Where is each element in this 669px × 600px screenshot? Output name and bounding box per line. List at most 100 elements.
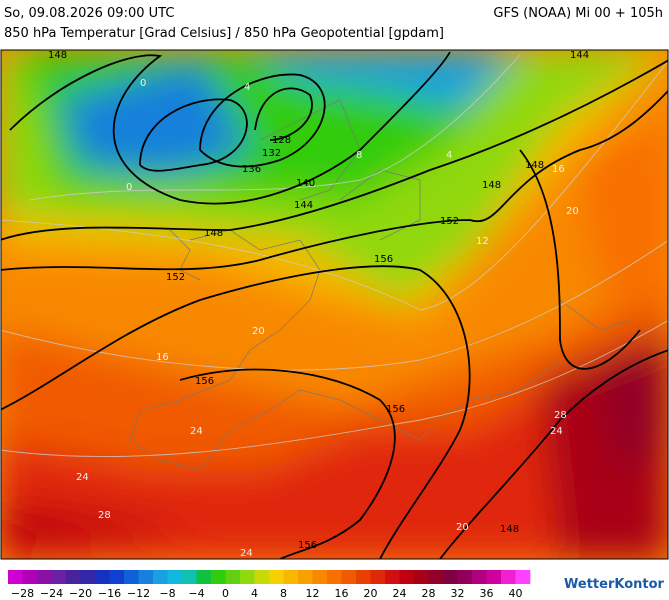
colorbar-swatch <box>66 570 81 584</box>
geopotential-label: 140 <box>296 178 315 189</box>
colorbar-swatch <box>153 570 168 584</box>
colorbar-swatch <box>124 570 139 584</box>
colorbar-label: 0 <box>222 587 229 600</box>
colorbar-swatch <box>370 570 386 584</box>
colorbar-label: −4 <box>188 587 204 600</box>
temperature-label: 0 <box>126 182 132 193</box>
colorbar: −28 −24 −20 −16 −12 −8 −4 0 4 8 12 16 20 24 28 32 36 40 <box>8 570 531 600</box>
colorbar-swatch <box>51 570 67 584</box>
colorbar-label: 28 <box>422 587 436 600</box>
temperature-label: 20 <box>456 522 469 533</box>
colorbar-swatch <box>37 570 52 584</box>
colorbar-swatch <box>486 570 502 584</box>
geopotential-label: 152 <box>166 272 185 283</box>
colorbar-label: 40 <box>509 587 523 600</box>
colorbar-swatch <box>501 570 516 584</box>
colorbar-label: 36 <box>480 587 494 600</box>
temperature-label: 28 <box>98 510 111 521</box>
colorbar-swatch <box>95 570 110 584</box>
geopotential-label: 156 <box>374 254 393 265</box>
colorbar-swatch <box>414 570 429 584</box>
temperature-label: 4 <box>244 82 250 93</box>
colorbar-swatch <box>443 570 458 584</box>
geopotential-label: 132 <box>262 148 281 159</box>
colorbar-swatch <box>457 570 473 584</box>
temperature-label: 16 <box>156 352 169 363</box>
brand-logo: WetterKontor <box>564 577 665 592</box>
colorbar-swatch <box>167 570 183 584</box>
colorbar-label: 16 <box>335 587 349 600</box>
subtitle: 850 hPa Temperatur [Grad Celsius] / 850 … <box>4 26 445 41</box>
colorbar-label: 8 <box>280 587 287 600</box>
colorbar-label: −8 <box>159 587 175 600</box>
temperature-label: 24 <box>550 426 563 437</box>
colorbar-label: −20 <box>69 587 92 600</box>
temperature-label: 20 <box>566 206 579 217</box>
colorbar-swatch <box>327 570 342 584</box>
geopotential-label: 152 <box>440 216 459 227</box>
geopotential-label: 144 <box>570 50 589 61</box>
colorbar-swatch <box>428 570 444 584</box>
colorbar-swatch <box>138 570 154 584</box>
colorbar-swatch <box>240 570 255 584</box>
colorbar-label: 20 <box>364 587 378 600</box>
temperature-label: 0 <box>140 78 146 89</box>
colorbar-label: −12 <box>127 587 150 600</box>
temperature-label: 20 <box>252 326 265 337</box>
geopotential-label: 148 <box>500 524 519 535</box>
colorbar-swatch <box>356 570 371 584</box>
colorbar-swatch <box>8 570 23 584</box>
colorbar-label: 12 <box>306 587 320 600</box>
colorbar-swatch <box>341 570 357 584</box>
geopotential-label: 148 <box>48 50 67 61</box>
temperature-label: 24 <box>76 472 89 483</box>
colorbar-swatch <box>399 570 415 584</box>
temperature-label: 24 <box>240 548 253 559</box>
colorbar-label: −16 <box>98 587 121 600</box>
geopotential-label: 148 <box>204 228 223 239</box>
colorbar-swatch <box>312 570 328 584</box>
colorbar-swatch <box>80 570 96 584</box>
temperature-label: 24 <box>190 426 203 437</box>
datetime: So, 09.08.2026 09:00 UTC <box>4 6 175 21</box>
colorbar-label: −28 <box>11 587 34 600</box>
temperature-label: 8 <box>356 150 362 161</box>
colorbar-swatch <box>211 570 226 584</box>
colorbar-swatch <box>515 570 531 584</box>
colorbar-label: 24 <box>393 587 407 600</box>
colorbar-label: 4 <box>251 587 258 600</box>
geopotential-label: 148 <box>482 180 501 191</box>
model-run: GFS (NOAA) Mi 00 + 105h <box>493 6 663 21</box>
geopotential-labels: 148 1441481521361321281401441481521561561… <box>48 50 589 551</box>
colorbar-swatch <box>283 570 299 584</box>
geopotential-contours <box>1 51 668 559</box>
temperature-label: 4 <box>446 150 452 161</box>
colorbar-swatch <box>109 570 125 584</box>
colorbar-swatch <box>385 570 400 584</box>
colorbar-label: −24 <box>40 587 63 600</box>
colorbar-swatch <box>254 570 270 584</box>
temperature-field: 148 1441481521361321281401441481521561561… <box>1 50 668 559</box>
geopotential-label: 156 <box>195 376 214 387</box>
colorbar-swatch <box>472 570 487 584</box>
geopotential-label: 156 <box>298 540 317 551</box>
colorbar-swatch <box>22 570 38 584</box>
colorbar-swatch <box>196 570 212 584</box>
geopotential-label: 148 <box>525 160 544 171</box>
colorbar-swatch <box>225 570 241 584</box>
geopotential-label: 128 <box>272 135 291 146</box>
temperature-label: 12 <box>476 236 489 247</box>
colorbar-swatch <box>269 570 284 584</box>
isotherms <box>1 54 668 458</box>
temperature-labels: 0 0 4 4 8 12 16 16 20 20 20 24 24 24 28 28 24 <box>76 78 579 559</box>
geopotential-label: 144 <box>294 200 313 211</box>
colorbar-swatch <box>182 570 197 584</box>
map-frame <box>0 49 669 560</box>
temperature-label: 28 <box>554 410 567 421</box>
geopotential-label: 136 <box>242 164 261 175</box>
geopotential-label: 156 <box>386 404 405 415</box>
colorbar-swatch <box>298 570 313 584</box>
colorbar-label: 32 <box>451 587 465 600</box>
